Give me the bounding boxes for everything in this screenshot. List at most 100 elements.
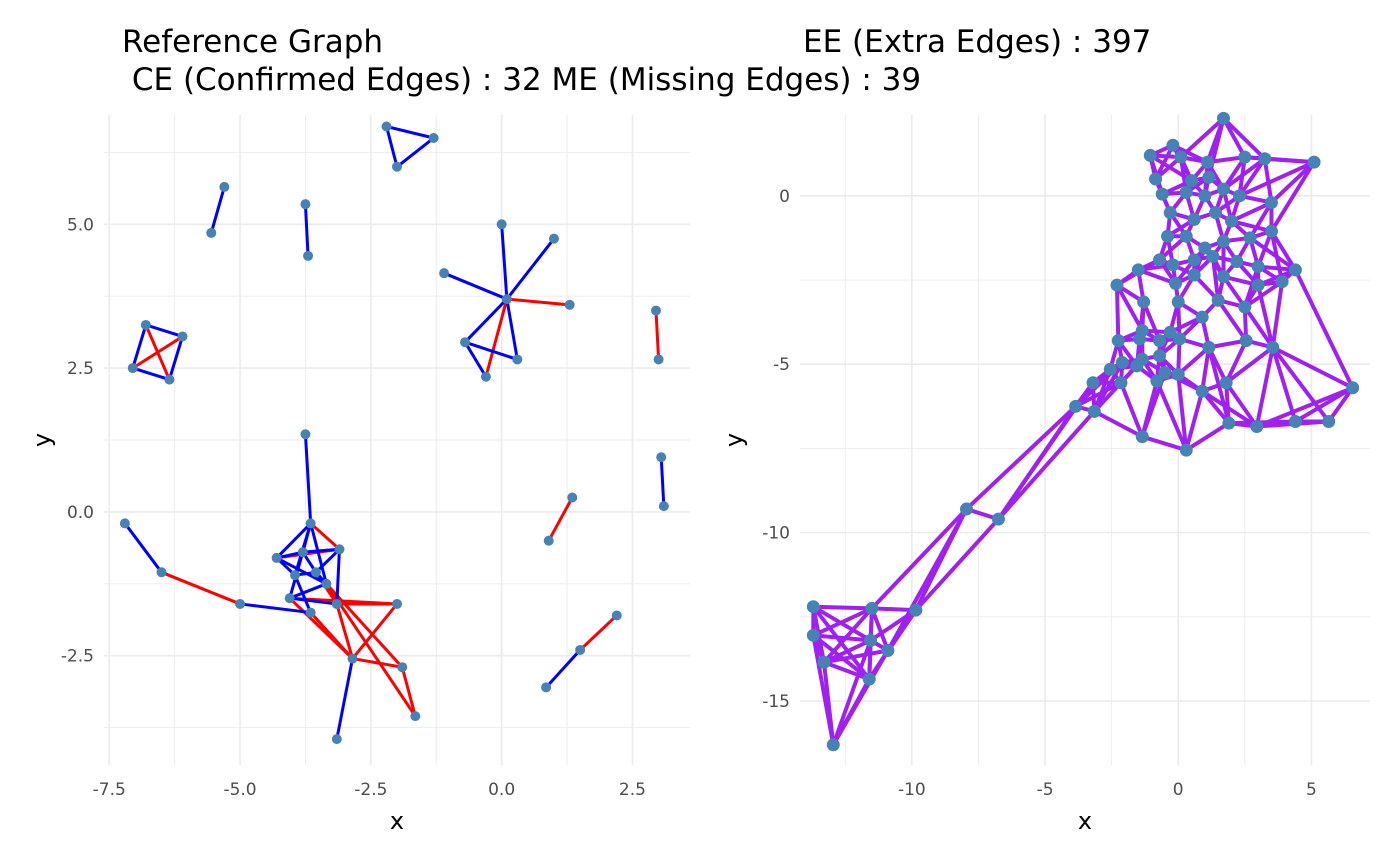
confirmed-edge: [209, 185, 226, 235]
graph-node: [235, 598, 246, 609]
extra-edge: [811, 604, 874, 611]
extra-edge: [1118, 380, 1145, 439]
graph-node: [512, 354, 523, 365]
extra-edge: [1200, 345, 1211, 394]
graph-node: [1114, 376, 1128, 390]
missing-edge: [484, 297, 509, 379]
graph-node: [1217, 234, 1231, 248]
confirmed-edge: [301, 547, 341, 554]
graph-node: [656, 452, 667, 463]
confirmed-edge: [123, 521, 164, 574]
graph-node: [817, 655, 831, 669]
graph-node: [1131, 263, 1145, 277]
graph-node: [219, 181, 230, 192]
edge-summary-subtitle: CE (Confirmed Edges) : 32 ME (Missing Ed…: [122, 62, 922, 98]
graph-node: [1155, 187, 1169, 201]
graph-node: [1266, 340, 1280, 354]
graph-node: [658, 501, 669, 512]
graph-node: [119, 518, 130, 529]
graph-node: [1288, 263, 1302, 277]
missing-edge: [654, 309, 661, 361]
extra-edge: [869, 606, 918, 613]
graph-node: [1163, 325, 1177, 339]
missing-edge: [505, 297, 572, 307]
graph-node: [1198, 189, 1212, 203]
confirmed-edge: [335, 547, 341, 606]
graph-node: [575, 644, 586, 655]
x-tick-label: -5: [1037, 780, 1054, 800]
extra-edge: [1210, 254, 1221, 303]
extra-edge: [1262, 156, 1274, 205]
confirmed-edge: [288, 596, 339, 606]
graph-node: [303, 250, 314, 261]
graph-node: [1198, 241, 1212, 255]
extra-edge: [1224, 380, 1259, 429]
graph-node: [140, 319, 151, 330]
graph-node: [1166, 258, 1180, 272]
confirmed-edge: [505, 297, 519, 361]
extra-edge: [811, 633, 836, 747]
graph-node: [1169, 276, 1183, 290]
extra-edge: [1162, 370, 1205, 394]
extra-edge: [1242, 155, 1317, 165]
graph-node: [1232, 189, 1246, 203]
graph-node: [1288, 414, 1302, 428]
extra-edge: [821, 606, 874, 665]
extra-edge: [1200, 389, 1231, 426]
missing-edge: [351, 602, 399, 661]
confirmed-edge: [131, 366, 171, 382]
graph-node: [826, 738, 840, 752]
graph-node: [347, 653, 358, 664]
graph-node: [1130, 359, 1144, 373]
graph-node: [1209, 206, 1223, 220]
graph-node: [1217, 270, 1231, 284]
graph-node: [1149, 172, 1163, 186]
graph-node: [480, 371, 491, 382]
confirmed-edge: [442, 271, 509, 301]
extra-edge: [1254, 345, 1275, 429]
extra-edge: [811, 606, 874, 638]
confirmed-edge: [293, 573, 313, 615]
graph-node: [567, 492, 578, 503]
missing-edge: [309, 521, 341, 551]
confirmed-edge: [463, 340, 488, 379]
graph-node: [653, 354, 664, 365]
extra-edge: [1229, 200, 1274, 224]
confirmed-edge: [167, 334, 184, 382]
extra-edge: [821, 638, 873, 665]
extra-edge: [913, 517, 1001, 613]
extra-edge: [1216, 298, 1249, 343]
x-tick-label: -5.0: [223, 780, 256, 800]
confirmed-edge: [385, 125, 436, 140]
graph-node: [297, 547, 308, 558]
extra-edge: [1293, 267, 1355, 390]
x-axis-label: x: [1078, 807, 1092, 835]
missing-edge: [131, 334, 184, 370]
extra-edges-graph-panel: -10 -5 0 5 -15 -10 -5 0 x y: [720, 111, 1370, 835]
y-axis-label: y: [720, 433, 748, 447]
confirmed-edge: [463, 340, 519, 361]
extra-edge: [1092, 409, 1145, 439]
extra-edge: [868, 608, 918, 643]
x-tick-label: 0.0: [488, 780, 515, 800]
graph-node: [156, 567, 167, 578]
graph-node: [991, 512, 1005, 526]
graph-node: [1238, 300, 1252, 314]
confirmed-edge: [500, 222, 509, 301]
confirmed-edge: [463, 297, 509, 344]
extra-edge: [831, 638, 873, 747]
graph-node: [1322, 414, 1336, 428]
graph-node: [1115, 356, 1129, 370]
graph-node: [541, 682, 552, 693]
y-tick-label: -15: [762, 692, 790, 712]
y-tick-label: -2.5: [61, 647, 94, 667]
graph-node: [310, 567, 321, 578]
graph-node: [1163, 206, 1177, 220]
extra-edge: [1154, 379, 1189, 453]
graph-node: [806, 600, 820, 614]
extra-edge: [831, 648, 890, 747]
extra-edge: [996, 409, 1097, 522]
graph-node: [1250, 420, 1264, 434]
extra-edge: [1206, 345, 1231, 426]
graph-node: [1217, 182, 1231, 196]
